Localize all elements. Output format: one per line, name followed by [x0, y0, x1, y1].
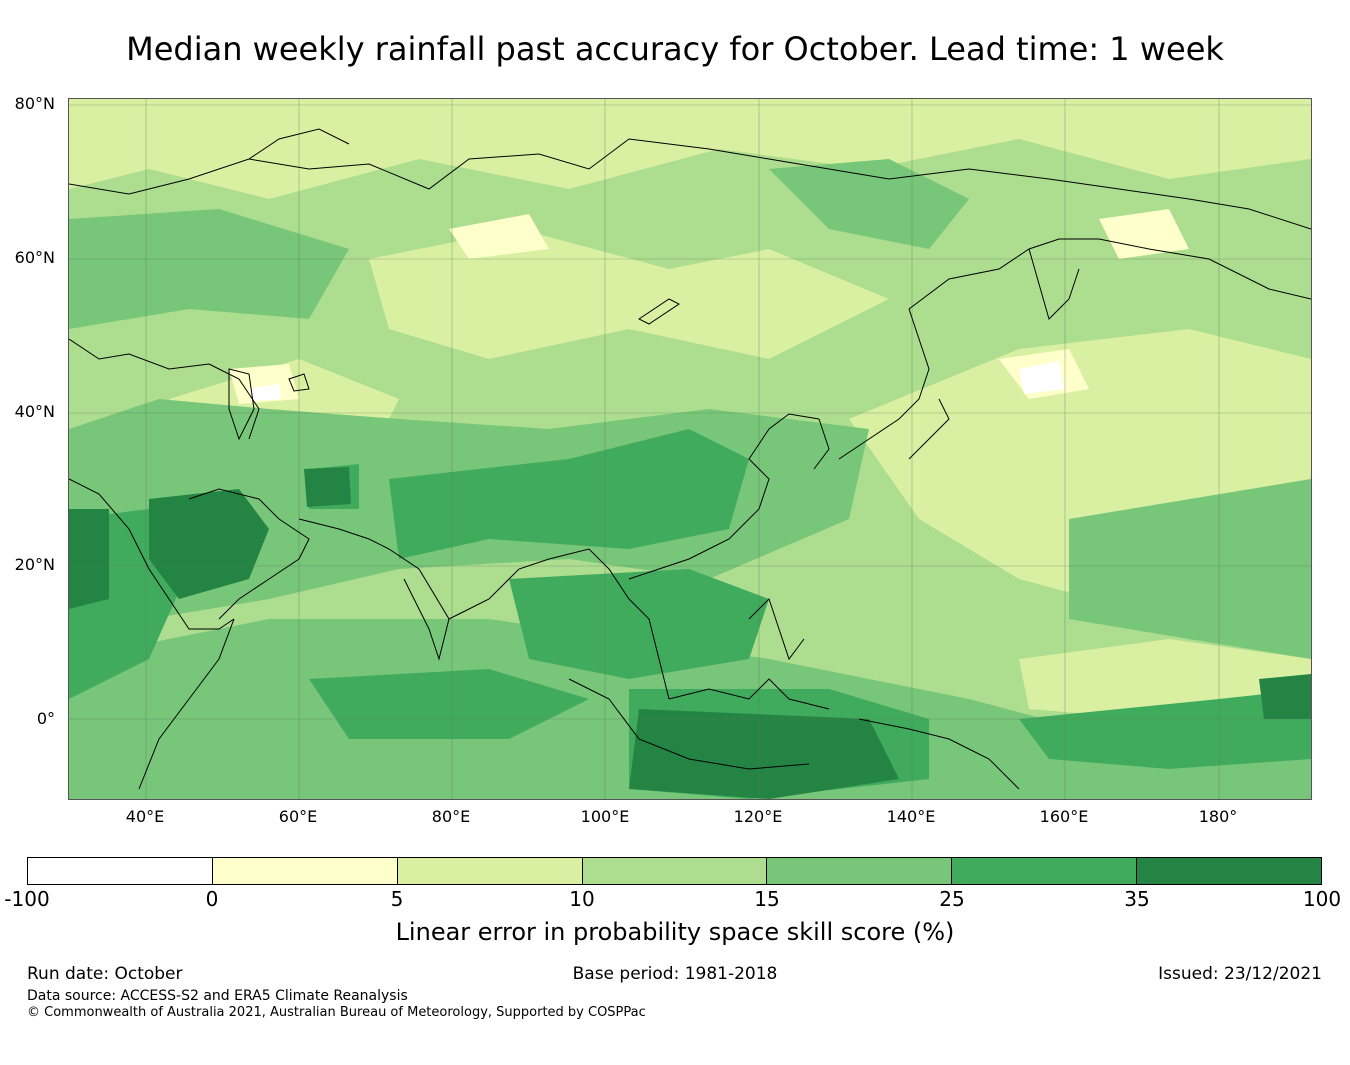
base-period: Base period: 1981-2018	[572, 964, 778, 984]
map-canvas	[69, 99, 1311, 799]
skill-score-map	[68, 98, 1312, 800]
graticule	[69, 99, 1311, 799]
lat-label-0: 0°	[36, 709, 55, 728]
lakes	[228, 298, 680, 441]
colorbar-segment	[212, 858, 398, 884]
lat-label-40n: 40°N	[14, 402, 55, 421]
lon-label-160e: 160°E	[1039, 807, 1089, 826]
colorbar-tick: 15	[754, 887, 780, 911]
lon-label-80e: 80°E	[431, 807, 471, 826]
colorbar	[27, 857, 1322, 885]
copyright: © Commonwealth of Australia 2021, Austra…	[27, 1005, 646, 1020]
data-source: Data source: ACCESS-S2 and ERA5 Climate …	[27, 988, 408, 1004]
colorbar-segment	[1137, 858, 1322, 884]
colorbar-segment	[952, 858, 1138, 884]
lat-label-60n: 60°N	[14, 248, 55, 267]
lon-label-120e: 120°E	[733, 807, 783, 826]
run-date: Run date: October	[27, 964, 183, 984]
colorbar-tick: 10	[569, 887, 595, 911]
colorbar-segment	[582, 858, 768, 884]
skill-region-white	[249, 361, 1064, 401]
colorbar-tick: 0	[205, 887, 219, 911]
colorbar-segment	[767, 858, 953, 884]
colorbar-segment	[28, 858, 213, 884]
colorbar-label: Linear error in probability space skill …	[395, 918, 955, 946]
issued-date: Issued: 23/12/2021	[1158, 964, 1322, 984]
coastlines	[69, 128, 1311, 790]
colorbar-segment	[397, 858, 583, 884]
chart-title: Median weekly rainfall past accuracy for…	[126, 30, 1224, 68]
lat-label-20n: 20°N	[14, 555, 55, 574]
lon-label-140e: 140°E	[886, 807, 936, 826]
colorbar-tick: 25	[939, 887, 965, 911]
skill-region-darkest	[69, 467, 1311, 799]
lon-label-60e: 60°E	[278, 807, 318, 826]
lat-label-80n: 80°N	[14, 94, 55, 113]
colorbar-tick: 35	[1124, 887, 1150, 911]
lon-label-40e: 40°E	[125, 807, 165, 826]
colorbar-tick: 100	[1302, 887, 1342, 911]
colorbar-tick: 5	[390, 887, 404, 911]
lon-label-180: 180°	[1198, 807, 1238, 826]
lon-label-100e: 100°E	[580, 807, 630, 826]
colorbar-tick: -100	[4, 887, 50, 911]
